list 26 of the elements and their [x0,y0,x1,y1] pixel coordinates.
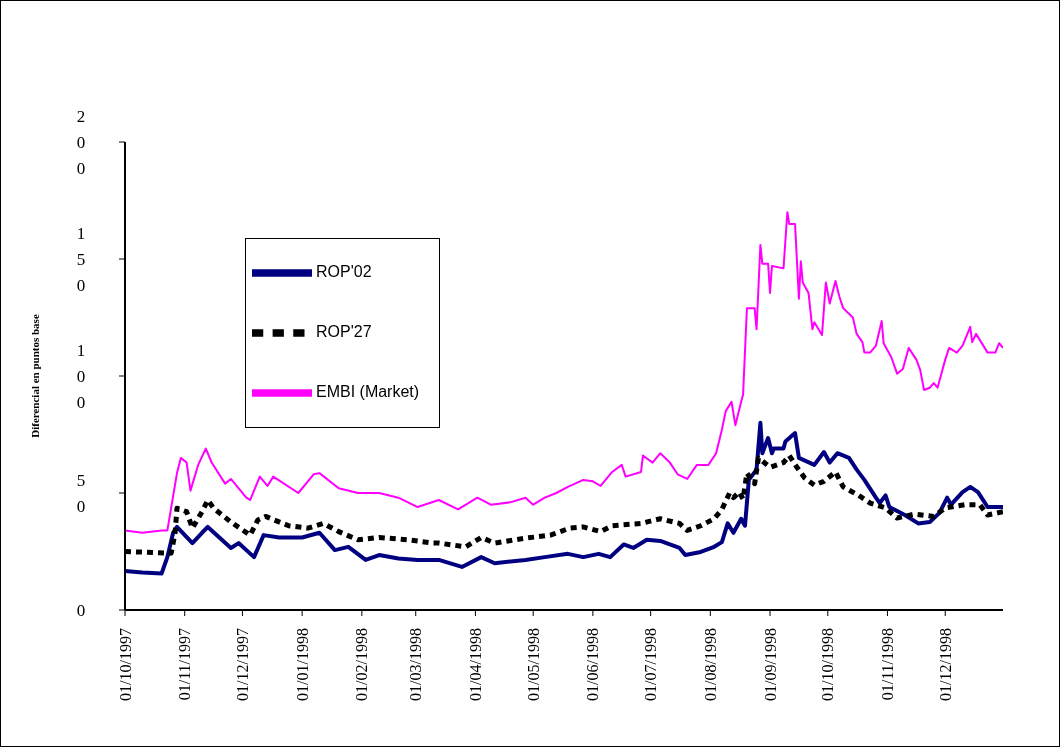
x-tick-label: 01/04/1998 [466,628,484,701]
legend-label: ROP'27 [316,323,372,341]
legend-label: EMBI (Market) [316,383,420,401]
x-tick-label: 01/10/1998 [819,628,837,701]
legend-label: ROP'02 [316,263,372,281]
x-tick-label: 01/07/1998 [642,628,660,701]
y-tick-label: 0 [76,600,86,620]
y-axis-title: Diferencial en puntos base [28,314,41,438]
x-tick-label: 01/03/1998 [407,628,425,701]
x-tick-label: 01/11/1998 [878,628,896,701]
y-tick-label: 1 0 0 [76,340,86,412]
x-tick-label: 01/05/1998 [524,628,542,701]
x-tick-label: 01/12/1997 [233,628,251,701]
y-tick-label: 5 0 [76,470,86,516]
line-series [125,211,1003,534]
x-tick-label: 01/10/1997 [116,628,134,701]
x-tick-label: 01/12/1998 [936,628,954,701]
x-tick-label: 01/01/1998 [293,628,311,701]
line-series [125,420,1003,576]
x-tick-label: 01/08/1998 [701,628,719,701]
y-tick-label: 2 0 0 [76,106,86,178]
x-tick-label: 01/06/1998 [584,628,602,701]
x-tick-label: 01/11/1997 [176,628,194,701]
y-tick-label: 1 5 0 [76,223,86,295]
x-tick-label: 01/09/1998 [761,628,779,701]
x-tick-label: 01/02/1998 [353,628,371,701]
